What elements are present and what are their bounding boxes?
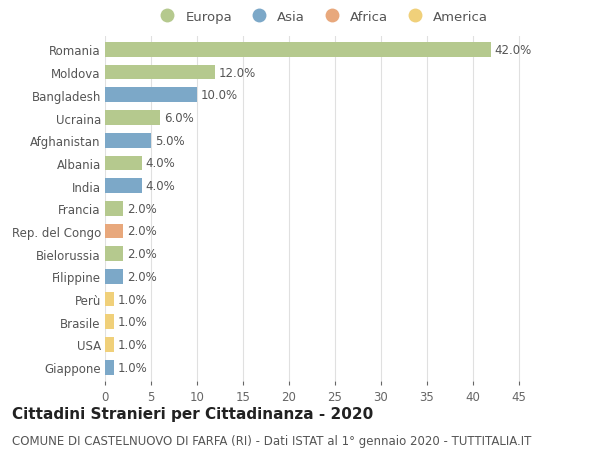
- Bar: [105, 337, 114, 352]
- Text: 10.0%: 10.0%: [200, 89, 238, 102]
- Text: 2.0%: 2.0%: [127, 248, 157, 261]
- Bar: [105, 179, 142, 194]
- Text: 4.0%: 4.0%: [145, 157, 175, 170]
- Bar: [105, 111, 160, 126]
- Bar: [105, 360, 114, 375]
- Text: 5.0%: 5.0%: [155, 134, 184, 147]
- Text: 1.0%: 1.0%: [118, 338, 148, 351]
- Bar: [105, 88, 197, 103]
- Text: 4.0%: 4.0%: [145, 180, 175, 193]
- Bar: [105, 315, 114, 330]
- Bar: [105, 134, 151, 148]
- Text: 1.0%: 1.0%: [118, 316, 148, 329]
- Bar: [105, 224, 124, 239]
- Bar: [105, 43, 491, 58]
- Legend: Europa, Asia, Africa, America: Europa, Asia, Africa, America: [151, 8, 491, 27]
- Text: COMUNE DI CASTELNUOVO DI FARFA (RI) - Dati ISTAT al 1° gennaio 2020 - TUTTITALIA: COMUNE DI CASTELNUOVO DI FARFA (RI) - Da…: [12, 434, 532, 447]
- Text: 2.0%: 2.0%: [127, 202, 157, 215]
- Bar: [105, 66, 215, 80]
- Bar: [105, 202, 124, 216]
- Bar: [105, 156, 142, 171]
- Text: 42.0%: 42.0%: [495, 44, 532, 57]
- Text: 1.0%: 1.0%: [118, 293, 148, 306]
- Text: 1.0%: 1.0%: [118, 361, 148, 374]
- Bar: [105, 292, 114, 307]
- Text: 6.0%: 6.0%: [164, 112, 194, 125]
- Text: 12.0%: 12.0%: [219, 67, 256, 79]
- Bar: [105, 247, 124, 262]
- Bar: [105, 269, 124, 284]
- Text: 2.0%: 2.0%: [127, 270, 157, 283]
- Text: 2.0%: 2.0%: [127, 225, 157, 238]
- Text: Cittadini Stranieri per Cittadinanza - 2020: Cittadini Stranieri per Cittadinanza - 2…: [12, 406, 373, 421]
